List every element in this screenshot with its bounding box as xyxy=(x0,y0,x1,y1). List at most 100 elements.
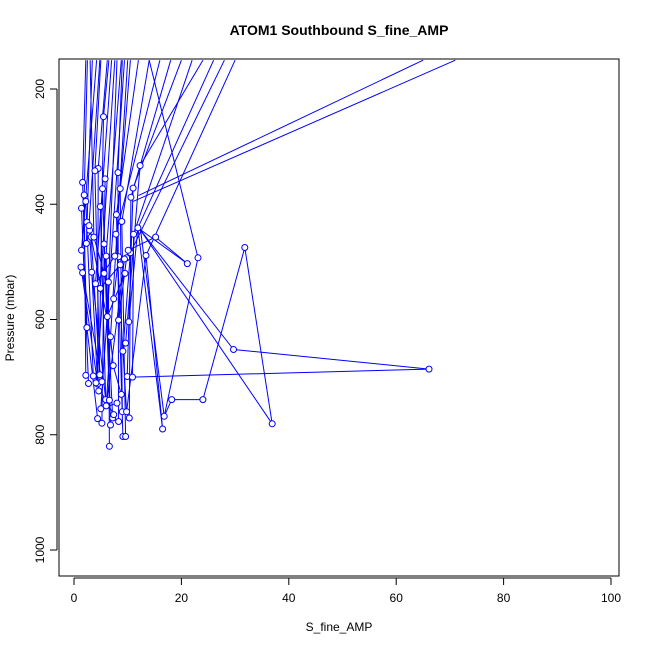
data-point xyxy=(130,230,138,238)
series-line-segment xyxy=(94,60,102,171)
data-point xyxy=(116,261,124,269)
y-tick-label: 600 xyxy=(33,309,47,329)
series-line-segment xyxy=(163,257,199,417)
data-point xyxy=(98,378,106,386)
data-point xyxy=(105,442,113,450)
series-line-segment xyxy=(140,229,234,350)
series-line-segment xyxy=(103,60,110,117)
data-point xyxy=(127,193,135,201)
data-point xyxy=(129,184,137,192)
y-axis-label: Pressure (mbar) xyxy=(3,275,17,362)
series-line-segment xyxy=(115,214,124,437)
y-tick-label: 400 xyxy=(33,194,47,214)
data-point xyxy=(112,211,120,219)
series-line-segment xyxy=(89,230,99,385)
series-line-segment xyxy=(233,349,430,370)
data-point xyxy=(92,379,100,387)
chart-title: ATOM1 Southbound S_fine_AMP xyxy=(230,22,449,38)
series-line-segment xyxy=(99,60,116,289)
data-point xyxy=(96,371,104,379)
data-point xyxy=(129,373,136,381)
data-point xyxy=(107,333,114,341)
series-line-segment xyxy=(137,227,188,265)
data-point xyxy=(103,313,111,321)
data-point xyxy=(199,396,207,404)
data-point xyxy=(109,362,117,370)
series-line-segment xyxy=(132,234,135,378)
data-point xyxy=(100,240,108,248)
data-point xyxy=(125,318,133,326)
data-point xyxy=(89,372,97,380)
series-line-segment xyxy=(122,252,131,352)
series-line-segment xyxy=(83,60,88,196)
data-point xyxy=(152,233,160,241)
data-point xyxy=(122,433,130,440)
data-point xyxy=(268,420,276,428)
data-point xyxy=(115,418,123,425)
series-line-segment xyxy=(137,227,164,430)
data-point xyxy=(82,239,90,247)
data-point xyxy=(116,185,124,193)
plot-frame xyxy=(58,58,620,577)
data-point xyxy=(117,390,125,398)
data-point xyxy=(115,316,123,324)
data-layer xyxy=(77,59,456,450)
data-point xyxy=(85,222,93,230)
data-point xyxy=(160,412,168,420)
x-tick-label: 80 xyxy=(497,591,511,605)
series-line-segment xyxy=(129,59,225,253)
data-point xyxy=(118,218,126,225)
data-point xyxy=(96,284,104,292)
data-point xyxy=(91,167,99,175)
data-point xyxy=(100,113,107,121)
data-point xyxy=(124,246,132,254)
data-point xyxy=(122,339,130,347)
series-line-segment xyxy=(118,257,128,321)
data-point xyxy=(90,233,98,241)
series-line-segment xyxy=(140,229,273,425)
data-point xyxy=(96,203,104,211)
data-point xyxy=(102,252,110,260)
series-line-segment xyxy=(105,258,125,406)
data-point xyxy=(100,269,108,277)
data-point xyxy=(159,425,167,433)
data-point xyxy=(110,295,118,303)
data-point xyxy=(123,408,131,416)
data-point xyxy=(78,246,85,254)
data-point xyxy=(94,415,102,423)
data-point xyxy=(105,396,113,404)
data-point xyxy=(99,185,106,193)
x-tick-label: 100 xyxy=(601,591,621,605)
x-axis-label: S_fine_AMP xyxy=(306,620,373,634)
series-line-segment xyxy=(145,255,164,430)
axes-layer: 0 20 40 60 80 100 200 400 600 800 1000 xyxy=(33,79,621,605)
data-point xyxy=(142,252,150,259)
data-point xyxy=(183,260,191,268)
data-point xyxy=(82,371,90,379)
data-point xyxy=(95,387,103,395)
series-line-segment xyxy=(148,60,199,258)
data-point xyxy=(104,278,112,286)
data-point xyxy=(98,419,106,427)
series-line-segment xyxy=(95,60,122,383)
series-line-segment xyxy=(112,365,122,395)
series-line-segment xyxy=(119,60,131,189)
series-line-segment xyxy=(98,116,104,392)
y-tick-label: 800 xyxy=(33,424,47,444)
data-point xyxy=(194,254,202,262)
y-tick-label: 1000 xyxy=(33,536,47,563)
data-point xyxy=(114,169,122,177)
data-point xyxy=(97,405,105,413)
series-line-segment xyxy=(110,336,114,366)
data-point xyxy=(78,204,85,212)
series-line-segment xyxy=(89,60,95,238)
data-point xyxy=(136,162,144,170)
series-line-segment xyxy=(82,60,87,183)
series-line-segment xyxy=(244,247,273,424)
data-point xyxy=(80,191,88,199)
series-line-segment xyxy=(93,236,105,274)
data-point xyxy=(125,414,133,422)
series-line-segment xyxy=(128,227,139,322)
data-point xyxy=(79,269,87,277)
